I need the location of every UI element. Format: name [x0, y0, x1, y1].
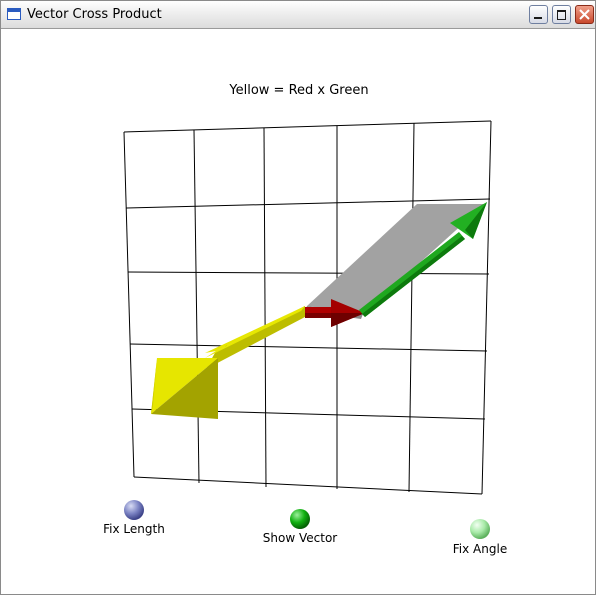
fix-length-label: Fix Length [103, 522, 165, 536]
close-button[interactable] [575, 5, 594, 24]
grid-line-h [123, 120, 492, 133]
grid-line-v [263, 127, 267, 488]
grid-line-h [129, 343, 488, 352]
fix-angle-control[interactable]: Fix Angle [453, 519, 507, 556]
grid-line-v [193, 129, 200, 484]
title-bar[interactable]: Vector Cross Product [1, 1, 595, 29]
grid-line-h [133, 476, 483, 495]
grid-line-v [481, 120, 492, 495]
grid-plane [123, 120, 492, 495]
scene-caption: Yellow = Red x Green [228, 83, 368, 98]
fix-angle-ball[interactable] [470, 519, 490, 539]
fix-angle-label: Fix Angle [453, 542, 507, 556]
close-icon [579, 9, 590, 20]
show-vector-label: Show Vector [263, 531, 337, 545]
grid-line-h [127, 271, 490, 275]
window-icon [7, 8, 21, 20]
window-title: Vector Cross Product [27, 7, 162, 22]
fix-length-control[interactable]: Fix Length [103, 500, 165, 536]
grid-line-h [125, 198, 491, 209]
grid-line-v [408, 122, 415, 493]
grid-line-v [123, 131, 135, 478]
green-vector [359, 202, 487, 317]
fix-length-ball[interactable] [124, 500, 144, 520]
maximize-button[interactable] [552, 5, 571, 24]
cross-product-parallelogram [307, 204, 485, 314]
show-vector-control[interactable]: Show Vector [263, 509, 337, 545]
minimize-button[interactable] [529, 5, 548, 24]
red-vector [305, 299, 365, 327]
show-vector-ball[interactable] [290, 509, 310, 529]
yellow-vector [151, 306, 305, 419]
